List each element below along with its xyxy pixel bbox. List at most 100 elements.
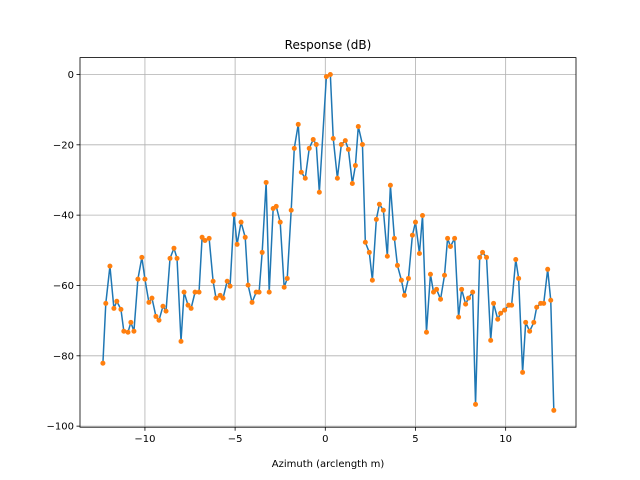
data-point [302,175,308,181]
data-point [238,219,244,225]
y-tick-label: −100 [47,422,74,433]
data-point [227,283,233,289]
data-point [398,277,404,283]
data-point [387,182,393,188]
data-point [338,141,344,147]
data-point [491,300,497,306]
data-point [263,179,269,185]
data-point [531,319,537,325]
data-point [146,299,152,305]
data-point [266,289,272,295]
data-point [107,263,113,269]
data-point [220,295,226,301]
data-point [342,138,348,144]
data-point [513,256,519,262]
data-point [185,302,191,308]
data-point [480,249,486,255]
plot-frame [79,57,577,428]
data-point [188,305,194,311]
data-point [498,310,504,316]
data-point [355,124,361,130]
x-tick-label: 10 [499,434,512,445]
data-point [131,328,137,334]
x-tick-label: −5 [228,434,243,445]
data-point [412,219,418,225]
data-point [192,289,198,295]
data-point [409,232,415,238]
data-point [362,239,368,245]
data-point [484,254,490,260]
data-point [534,304,540,310]
data-point [181,289,187,295]
data-point [427,271,433,277]
data-point [153,313,159,319]
data-point [345,146,351,152]
data-point [359,141,365,147]
data-point [541,300,547,306]
data-point [121,328,127,334]
data-point [447,243,453,249]
data-point [376,201,382,207]
data-point [310,137,316,143]
data-point [174,255,180,261]
data-point [259,249,265,255]
y-tick-label: −60 [53,281,74,292]
data-point [295,121,301,127]
data-point [298,169,304,175]
data-point [334,175,340,181]
data-point [488,337,494,343]
data-point [548,297,554,303]
data-point [224,278,230,284]
data-point [442,272,448,278]
data-point [516,275,522,281]
data-point [125,329,131,335]
data-point [502,307,508,313]
data-point [380,207,386,213]
data-point [401,292,407,298]
data-point [313,141,319,147]
data-point [520,369,526,375]
data-point [316,189,322,195]
data-point [231,211,237,217]
data-point [288,207,294,213]
data-point [327,71,333,77]
y-tick-label: −20 [53,140,74,151]
data-point [438,296,444,302]
x-tick-label: −10 [134,434,155,445]
data-point [234,241,240,247]
data-point [149,295,155,301]
data-point [196,289,202,295]
data-point [349,180,355,186]
data-line [102,73,555,411]
data-point [199,234,205,240]
data-point [306,145,312,151]
data-point [463,301,469,307]
data-point [384,253,390,259]
x-tick-label: 0 [322,434,328,445]
data-point [366,249,372,255]
data-point [477,254,483,260]
data-point [369,277,375,283]
data-point [434,286,440,292]
data-point [163,308,169,314]
data-point [114,298,120,304]
data-point [103,300,109,306]
data-point [473,401,479,407]
data-point [156,317,162,323]
data-point [284,275,290,281]
data-point [277,219,283,225]
data-point [178,338,184,344]
data-point [452,235,458,241]
data-point [160,303,166,309]
data-point [527,328,533,334]
data-point [139,254,145,260]
data-point [456,314,462,320]
data-point [509,302,515,308]
data-point [213,295,219,301]
data-point [466,295,472,301]
data-point [249,299,255,305]
data-point [416,250,422,256]
data-point [273,203,279,209]
data-point [291,145,297,151]
